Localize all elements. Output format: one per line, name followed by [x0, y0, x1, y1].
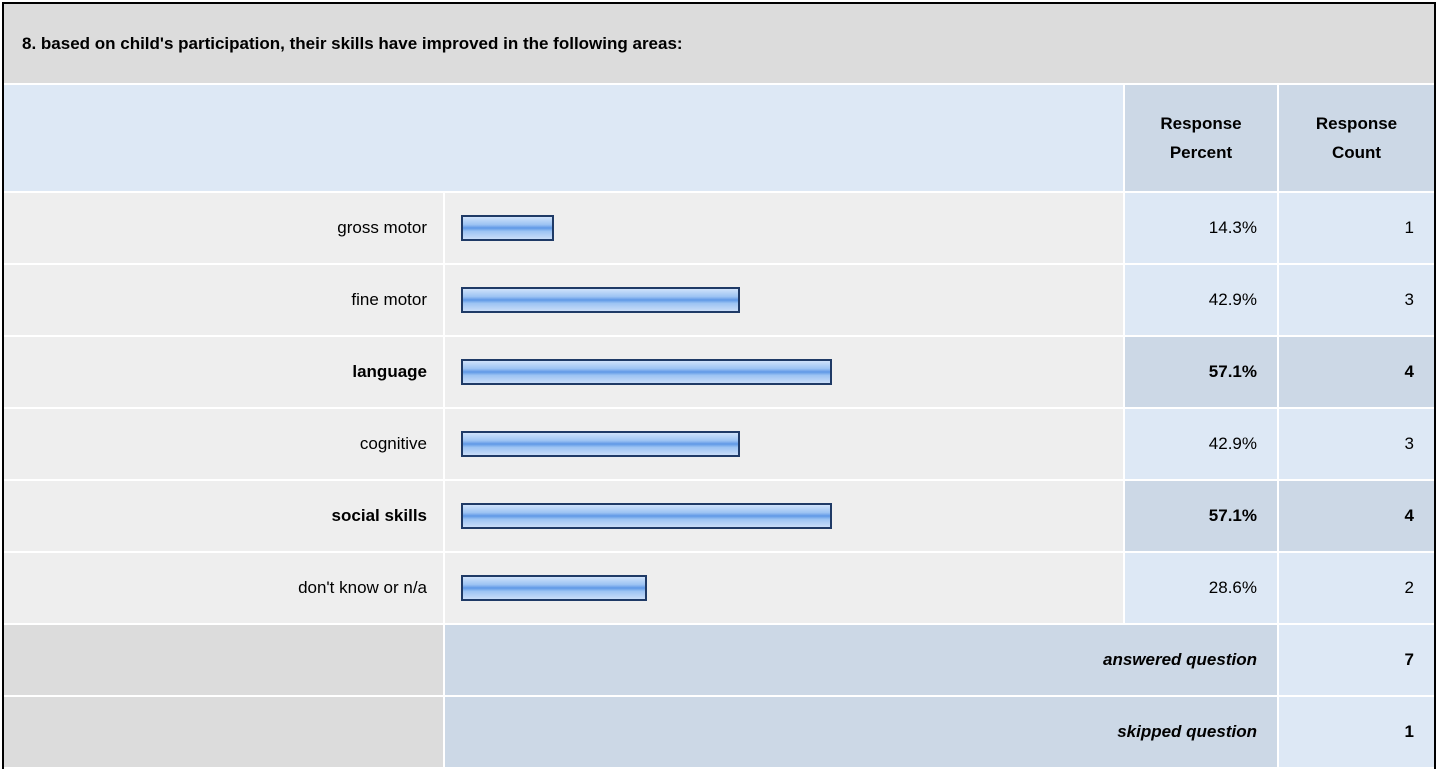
- response-count: 3: [1279, 265, 1434, 335]
- row-label: gross motor: [4, 193, 443, 263]
- row-label: social skills: [4, 481, 443, 551]
- bar: [461, 287, 740, 313]
- bar-cell: [445, 409, 1123, 479]
- skipped-label: skipped question: [445, 697, 1277, 767]
- row-label: cognitive: [4, 409, 443, 479]
- row-label: language: [4, 337, 443, 407]
- row-label: fine motor: [4, 265, 443, 335]
- header-percent: Response Percent: [1125, 85, 1277, 191]
- bar: [461, 575, 647, 601]
- bar-cell: [445, 553, 1123, 623]
- response-count: 1: [1279, 193, 1434, 263]
- answered-label: answered question: [445, 625, 1277, 695]
- response-percent: 14.3%: [1125, 193, 1277, 263]
- bar-cell: [445, 337, 1123, 407]
- bar: [461, 503, 833, 529]
- response-count: 4: [1279, 481, 1434, 551]
- answered-count: 7: [1279, 625, 1434, 695]
- response-percent: 42.9%: [1125, 409, 1277, 479]
- response-percent: 42.9%: [1125, 265, 1277, 335]
- footer-blank: [4, 697, 443, 767]
- response-percent: 57.1%: [1125, 337, 1277, 407]
- skipped-count: 1: [1279, 697, 1434, 767]
- response-count: 2: [1279, 553, 1434, 623]
- header-blank: [4, 85, 1123, 191]
- response-percent: 57.1%: [1125, 481, 1277, 551]
- bar: [461, 359, 833, 385]
- bar-cell: [445, 265, 1123, 335]
- bar: [461, 215, 554, 241]
- bar-cell: [445, 193, 1123, 263]
- bar: [461, 431, 740, 457]
- response-count: 4: [1279, 337, 1434, 407]
- title: 8. based on child's participation, their…: [4, 4, 1434, 83]
- response-count: 3: [1279, 409, 1434, 479]
- response-percent: 28.6%: [1125, 553, 1277, 623]
- bar-cell: [445, 481, 1123, 551]
- footer-blank: [4, 625, 443, 695]
- row-label: don't know or n/a: [4, 553, 443, 623]
- header-count: Response Count: [1279, 85, 1434, 191]
